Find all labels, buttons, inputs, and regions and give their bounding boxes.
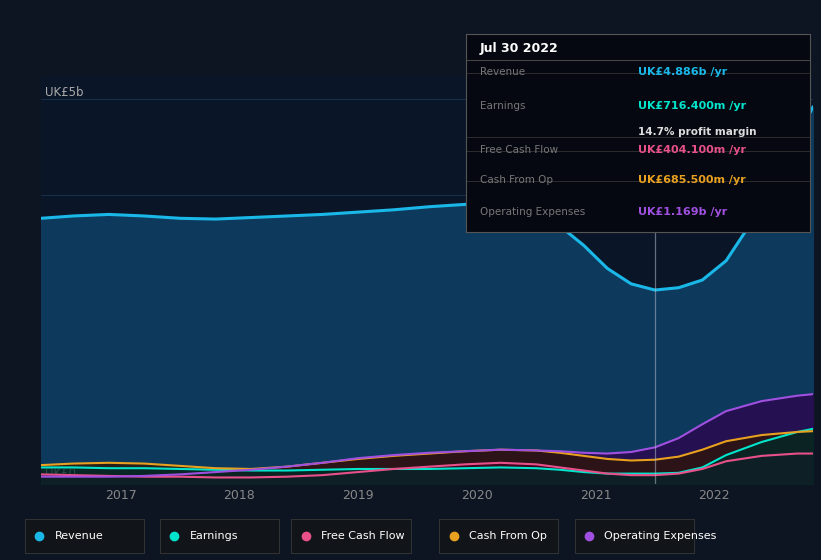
Text: Earnings: Earnings	[190, 531, 238, 541]
Text: UK£4.886b /yr: UK£4.886b /yr	[638, 67, 727, 77]
Text: Operating Expenses: Operating Expenses	[480, 207, 585, 217]
Text: Cash From Op: Cash From Op	[480, 175, 553, 185]
Text: Jul 30 2022: Jul 30 2022	[480, 41, 559, 54]
Text: Revenue: Revenue	[480, 67, 525, 77]
Text: UK£685.500m /yr: UK£685.500m /yr	[638, 175, 745, 185]
Text: Cash From Op: Cash From Op	[469, 531, 547, 541]
Text: UK£0: UK£0	[45, 467, 76, 480]
Text: UK£716.400m /yr: UK£716.400m /yr	[638, 101, 746, 111]
Text: Operating Expenses: Operating Expenses	[604, 531, 717, 541]
Text: UK£5b: UK£5b	[45, 86, 84, 99]
Text: 14.7% profit margin: 14.7% profit margin	[638, 127, 756, 137]
Text: Earnings: Earnings	[480, 101, 525, 111]
Text: Revenue: Revenue	[54, 531, 103, 541]
Text: UK£404.100m /yr: UK£404.100m /yr	[638, 145, 746, 155]
Text: Free Cash Flow: Free Cash Flow	[480, 145, 558, 155]
Text: UK£1.169b /yr: UK£1.169b /yr	[638, 207, 727, 217]
Text: Free Cash Flow: Free Cash Flow	[321, 531, 405, 541]
